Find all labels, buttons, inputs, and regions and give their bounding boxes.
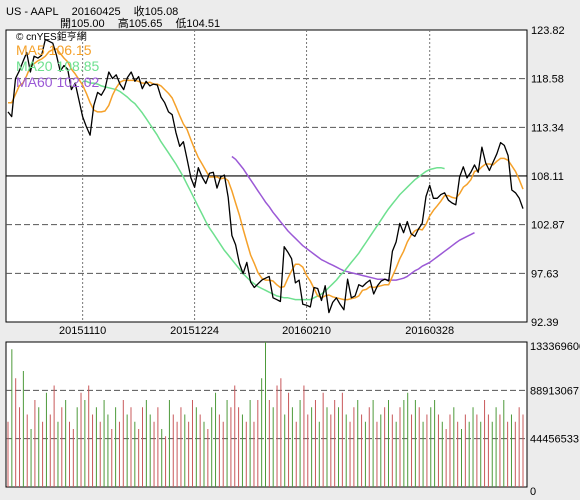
price-y-tick-label: 113.34	[531, 122, 564, 134]
price-x-tick-label: 20151110	[59, 325, 106, 337]
price-y-tick-label: 92.39	[531, 317, 559, 329]
chart-header: US - AAPL 20160425 收105.08 開105.00 高105.…	[0, 0, 580, 30]
price-chart: 123.82 118.58 113.34 108.11 102.87 97.63 92.39…	[5, 25, 565, 337]
volume-plot-area	[5, 341, 528, 488]
high-price: 高105.65	[117, 18, 163, 30]
price-x-tick-label: 20160210	[282, 325, 331, 337]
date-label: 20160425	[71, 6, 121, 18]
volume-y-tick-label: 88913067	[530, 385, 579, 397]
close-price: 收105.08	[133, 6, 179, 18]
volume-y-tick-label: 0	[530, 486, 536, 498]
legend-entry-ma5: MA5 106.15	[16, 42, 92, 58]
legend-entry-ma20: MA20 108.85	[16, 58, 99, 74]
series-line-ma20	[82, 80, 445, 301]
volume-y-tick-label: 44456533	[530, 434, 579, 446]
open-price: 開105.00	[60, 18, 105, 30]
legend-entry-ma60: MA60 102.02	[16, 74, 99, 90]
price-y-tick-label: 123.82	[531, 25, 565, 37]
price-y-tick-label: 97.63	[531, 268, 559, 280]
price-y-tick-label: 118.58	[531, 74, 564, 86]
symbol-label: US - AAPL	[6, 6, 59, 18]
copyright-label: © cnYES鉅亨網	[16, 30, 87, 43]
series-line-close	[7, 38, 524, 314]
price-x-tick-label: 20160328	[405, 325, 454, 337]
series-line-ma60	[231, 155, 475, 281]
price-y-tick-label: 102.87	[531, 220, 565, 232]
volume-y-tick-label: 133369600	[530, 341, 580, 353]
price-x-tick-label: 20151224	[170, 325, 219, 337]
low-price: 低104.51	[175, 18, 221, 30]
price-y-tick-label: 108.11	[531, 171, 564, 183]
